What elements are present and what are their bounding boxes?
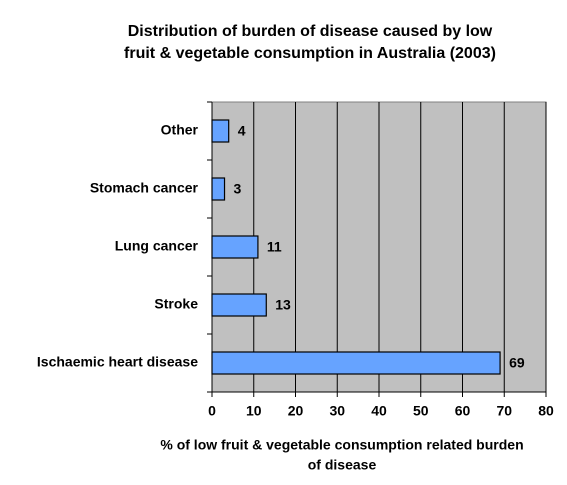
- chart-title: fruit & vegetable consumption in Austral…: [124, 45, 496, 62]
- x-tick-label: 20: [288, 403, 304, 419]
- chart-title: Distribution of burden of disease caused…: [128, 23, 493, 40]
- bar: [211, 177, 226, 201]
- y-tick-label: Ischaemic heart disease: [37, 354, 198, 370]
- data-label: 11: [267, 239, 282, 255]
- data-label: 69: [509, 355, 525, 371]
- x-axis-label: of disease: [308, 457, 377, 473]
- bar: [211, 351, 501, 375]
- y-tick-label: Other: [161, 122, 199, 138]
- data-label: 13: [275, 297, 291, 313]
- x-axis-label: % of low fruit & vegetable consumption r…: [160, 437, 523, 453]
- bar: [211, 235, 259, 259]
- y-tick-label: Stomach cancer: [90, 180, 199, 196]
- x-tick-label: 60: [455, 403, 471, 419]
- x-tick-label: 0: [208, 403, 216, 419]
- data-label: 4: [238, 123, 246, 139]
- x-tick-label: 30: [329, 403, 345, 419]
- x-tick-label: 10: [246, 403, 262, 419]
- x-tick-label: 80: [538, 403, 554, 419]
- data-label: 3: [234, 181, 242, 197]
- x-tick-label: 40: [371, 403, 387, 419]
- bar: [211, 119, 230, 143]
- y-tick-label: Lung cancer: [115, 238, 199, 254]
- x-tick-label: 70: [496, 403, 512, 419]
- y-tick-label: Stroke: [154, 296, 198, 312]
- x-tick-label: 50: [413, 403, 429, 419]
- bar: [211, 293, 267, 317]
